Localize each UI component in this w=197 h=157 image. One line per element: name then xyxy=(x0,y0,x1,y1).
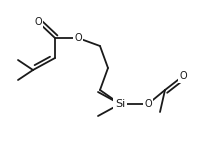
Text: O: O xyxy=(34,17,42,27)
Text: O: O xyxy=(144,99,152,109)
Text: Si: Si xyxy=(115,99,125,109)
Text: O: O xyxy=(74,33,82,43)
Text: O: O xyxy=(179,71,187,81)
